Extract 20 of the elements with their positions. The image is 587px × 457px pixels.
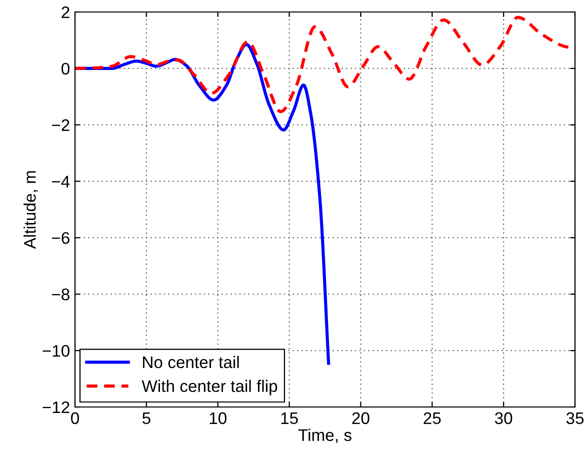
x-tick-label: 20 [352,412,370,424]
y-tick-label: −4 [52,176,70,188]
x-tick-label: 25 [424,412,441,424]
y-tick-label: −2 [52,119,70,131]
y-tick-label: 2 [62,6,70,18]
y-tick-label: −8 [52,288,70,300]
legend-label: No center tail [143,356,239,368]
y-axis-title: Altitude, m [24,171,38,249]
legend-label: With center tail flip [142,380,278,396]
x-axis-title: Time, s [298,428,352,443]
x-tick-label: 35 [566,412,584,424]
x-tick-label: 5 [142,412,150,424]
y-tick-label: −12 [42,401,70,414]
x-tick-label: 10 [210,412,226,424]
y-tick-label: −10 [42,344,70,357]
y-tick-label: −6 [52,232,70,244]
x-tick-label: 15 [281,412,298,424]
x-tick-label: 0 [71,412,79,424]
y-tick-label: 0 [62,62,70,75]
x-tick-label: 30 [494,412,512,424]
